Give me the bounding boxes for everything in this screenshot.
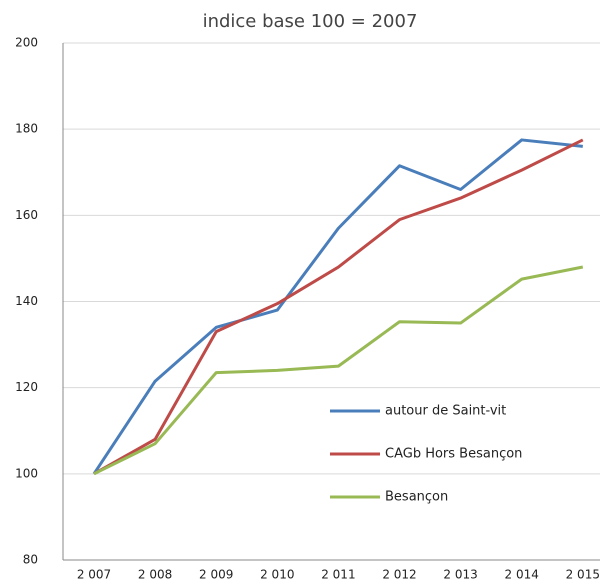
x-tick-label: 2 009: [199, 568, 233, 582]
x-tick-label: 2 013: [443, 568, 477, 582]
legend-text: autour de Saint-vit: [385, 404, 506, 419]
y-tick-label: 80: [23, 553, 38, 567]
legend-text: Besançon: [385, 490, 448, 505]
x-tick-label: 2 014: [505, 568, 539, 582]
x-tick-label: 2 010: [260, 568, 294, 582]
chart-title: indice base 100 = 2007: [203, 11, 418, 32]
y-tick-label: 100: [15, 466, 38, 480]
y-tick-label: 160: [15, 208, 38, 222]
series-line: [93, 138, 584, 476]
x-tick-label: 2 012: [382, 568, 416, 582]
x-tick-label: 2 015: [566, 568, 600, 582]
legend-text: CAGb Hors Besançon: [385, 447, 522, 462]
series-line: [92, 138, 583, 475]
y-tick-label: 120: [15, 380, 38, 394]
y-tick-label: 140: [15, 294, 38, 308]
x-tick-label: 2 008: [138, 568, 172, 582]
x-tick-label: 2 007: [77, 568, 111, 582]
series-line: [93, 265, 584, 476]
y-tick-label: 180: [15, 122, 38, 136]
y-tick-label: 200: [15, 36, 38, 50]
x-tick-label: 2 011: [321, 568, 355, 582]
